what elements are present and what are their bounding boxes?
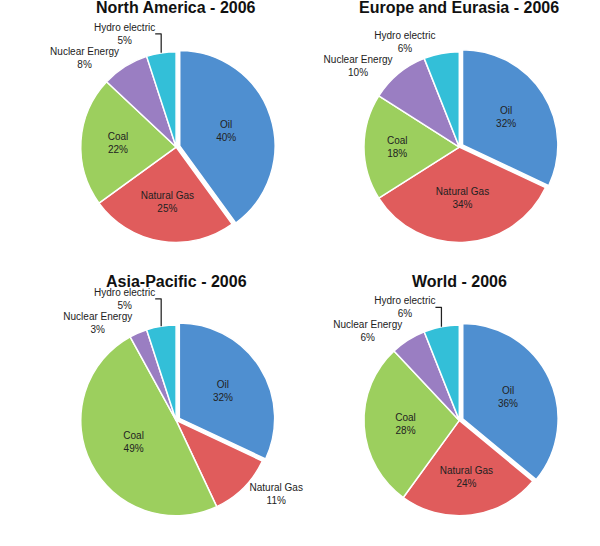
- svg-text:Coal22%: Coal22%: [108, 131, 129, 155]
- svg-text:Natural Gas24%: Natural Gas24%: [440, 465, 493, 489]
- svg-text:Natural Gas25%: Natural Gas25%: [141, 190, 194, 214]
- svg-text:Nuclear Energy10%: Nuclear Energy10%: [324, 54, 393, 78]
- svg-text:Europe and Eurasia - 2006: Europe and Eurasia - 2006: [359, 0, 559, 16]
- svg-text:Nuclear Energy3%: Nuclear Energy3%: [63, 311, 132, 335]
- svg-text:Oil36%: Oil36%: [498, 385, 518, 409]
- svg-text:Oil32%: Oil32%: [213, 379, 233, 403]
- svg-text:Hydro electric6%: Hydro electric6%: [374, 295, 435, 319]
- svg-text:Oil40%: Oil40%: [216, 119, 236, 143]
- svg-text:Coal49%: Coal49%: [123, 430, 144, 454]
- svg-text:Nuclear Energy8%: Nuclear Energy8%: [50, 46, 119, 70]
- svg-text:North America - 2006: North America - 2006: [96, 0, 256, 16]
- svg-text:Hydro electric5%: Hydro electric5%: [94, 22, 155, 46]
- svg-text:Natural Gas11%: Natural Gas11%: [250, 482, 303, 506]
- svg-text:Hydro electric6%: Hydro electric6%: [374, 30, 435, 54]
- svg-text:Asia-Pacific - 2006: Asia-Pacific - 2006: [106, 273, 247, 290]
- svg-text:Hydro electric5%: Hydro electric5%: [94, 287, 155, 311]
- svg-text:Nuclear Energy6%: Nuclear Energy6%: [333, 319, 402, 343]
- svg-text:Coal18%: Coal18%: [387, 135, 408, 159]
- svg-text:Natural Gas34%: Natural Gas34%: [436, 186, 489, 210]
- svg-text:World - 2006: World - 2006: [412, 273, 507, 290]
- svg-text:Coal28%: Coal28%: [395, 412, 416, 436]
- svg-text:Oil32%: Oil32%: [496, 105, 516, 129]
